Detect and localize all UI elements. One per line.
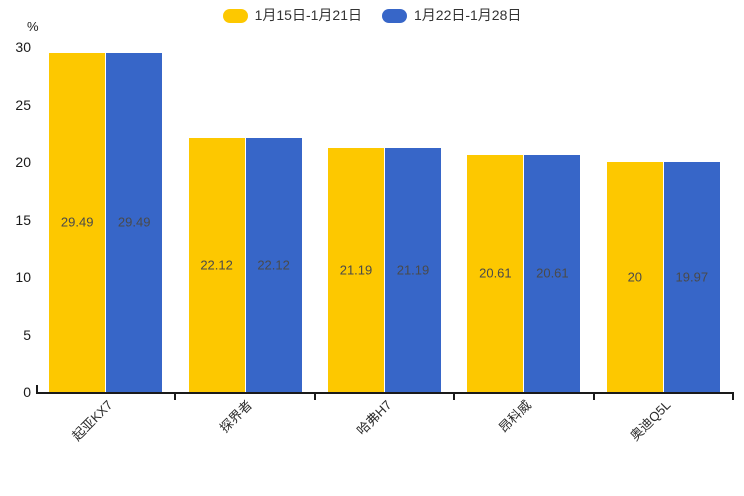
bar-value-label: 29.49 bbox=[60, 214, 94, 230]
y-tick-label: 10 bbox=[15, 269, 31, 285]
y-tick-label: 0 bbox=[23, 384, 31, 400]
legend: 1月15日-1月21日 1月22日-1月28日 bbox=[0, 8, 744, 23]
bar bbox=[106, 52, 163, 392]
x-axis-tick bbox=[453, 392, 456, 400]
y-tick-label: 15 bbox=[15, 211, 31, 228]
legend-item-label: 1月15日-1月21日 bbox=[254, 7, 362, 23]
bar bbox=[328, 148, 384, 392]
bar-value-label: 21.19 bbox=[396, 262, 430, 278]
x-axis-tick bbox=[732, 392, 734, 400]
y-tick-label: 25 bbox=[15, 96, 31, 113]
legend-item[interactable]: 1月22日-1月28日 bbox=[382, 8, 521, 23]
x-axis-tick bbox=[592, 392, 595, 400]
x-axis-tick bbox=[174, 392, 177, 400]
x-category-label: 哈弗H7 bbox=[353, 397, 395, 439]
y-tick-label: 5 bbox=[23, 326, 31, 343]
x-axis-tick bbox=[313, 392, 316, 400]
x-category-label: 探界者 bbox=[216, 397, 256, 436]
x-category-label: 昂科威 bbox=[495, 397, 534, 436]
bar bbox=[524, 154, 581, 392]
bar bbox=[663, 162, 720, 392]
y-tick-label: 30 bbox=[15, 39, 31, 55]
y-axis-stub bbox=[36, 385, 38, 392]
bar bbox=[385, 148, 441, 392]
legend-swatch-icon bbox=[382, 8, 407, 23]
legend-swatch-icon bbox=[222, 8, 248, 23]
bar bbox=[606, 162, 663, 392]
bar-value-label: 22.12 bbox=[200, 257, 233, 273]
bar-value-label: 20.61 bbox=[536, 265, 569, 281]
x-category-label: 奥迪Q5L bbox=[626, 397, 674, 444]
y-axis-unit-label: % bbox=[27, 19, 39, 34]
bar-value-label: 19.97 bbox=[675, 269, 709, 285]
bar bbox=[49, 52, 106, 392]
bar-value-label: 22.12 bbox=[257, 257, 290, 273]
y-tick-label: 20 bbox=[15, 154, 31, 170]
bar bbox=[188, 137, 245, 392]
bar-value-label: 21.19 bbox=[339, 262, 373, 278]
bar bbox=[467, 154, 524, 392]
x-axis-line bbox=[36, 392, 733, 394]
x-category-label: 起亚KX7 bbox=[69, 397, 116, 444]
bar-value-label: 29.49 bbox=[117, 214, 151, 230]
bar-value-label: 20.61 bbox=[479, 265, 512, 281]
legend-item-label: 1月22日-1月28日 bbox=[414, 7, 522, 23]
bar bbox=[245, 137, 302, 392]
bar-value-label: 20 bbox=[627, 269, 643, 285]
legend-item[interactable]: 1月15日-1月21日 bbox=[222, 7, 362, 23]
